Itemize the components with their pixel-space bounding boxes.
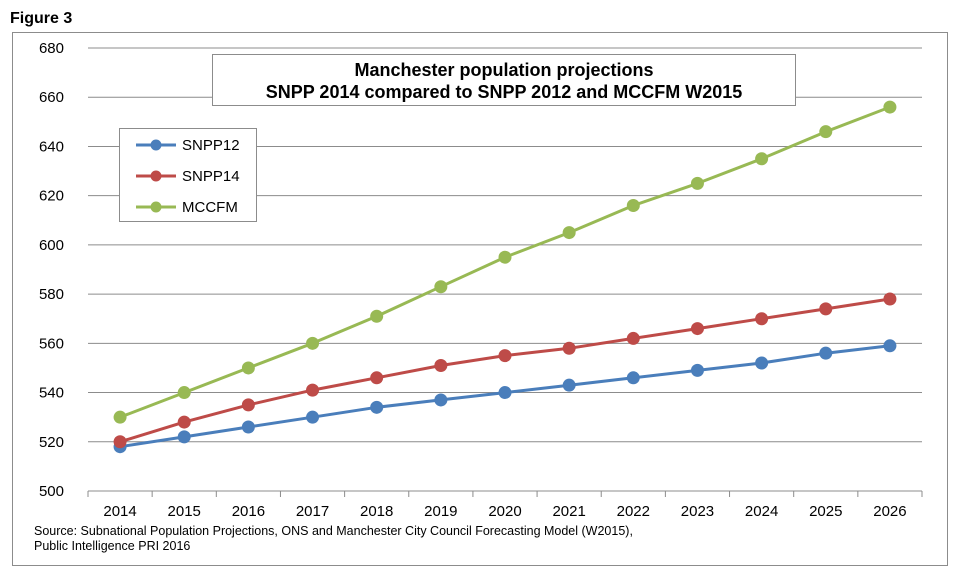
y-tick-label-580: 580: [39, 286, 64, 303]
x-tick-label-2019: 2019: [424, 503, 457, 520]
y-tick-label-640: 640: [39, 138, 64, 155]
data-point-snpp12-2019: [434, 393, 448, 407]
data-point-mccfm-2026: [883, 100, 897, 114]
data-point-snpp14-2024: [755, 312, 769, 326]
x-tick-label-2024: 2024: [745, 503, 778, 520]
x-tick-label-2016: 2016: [232, 503, 265, 520]
data-point-snpp14-2016: [241, 398, 255, 412]
data-point-snpp12-2015: [177, 430, 191, 444]
y-tick-label-600: 600: [39, 237, 64, 254]
legend-label-snpp14: SNPP14: [182, 167, 240, 185]
figure-label: Figure 3: [10, 10, 73, 27]
data-point-snpp14-2022: [626, 331, 640, 345]
chart-title-line-2: SNPP 2014 compared to SNPP 2012 and MCCF…: [265, 82, 743, 102]
y-tick-label-540: 540: [39, 385, 64, 402]
chart-frame: [12, 32, 948, 566]
data-point-snpp14-2017: [306, 383, 320, 397]
legend-item-mccfm: MCCFM: [134, 197, 238, 217]
y-tick-label-500: 500: [39, 483, 64, 500]
y-tick-label-520: 520: [39, 434, 64, 451]
data-point-mccfm-2014: [113, 410, 127, 424]
y-tick-label-660: 660: [39, 89, 64, 106]
data-point-mccfm-2019: [434, 280, 448, 294]
data-point-mccfm-2025: [819, 125, 833, 139]
data-point-mccfm-2024: [755, 152, 769, 166]
series-line-snpp14: [119, 297, 891, 444]
data-point-mccfm-2023: [690, 176, 704, 190]
x-tick-label-2014: 2014: [103, 503, 136, 520]
chart-title: Manchester population projections SNPP 2…: [212, 54, 796, 106]
data-point-snpp14-2026: [883, 292, 897, 306]
data-point-snpp14-2015: [177, 415, 191, 429]
x-tick-label-2020: 2020: [488, 503, 521, 520]
y-tick-label-620: 620: [39, 188, 64, 205]
data-point-mccfm-2022: [626, 199, 640, 213]
source-line-2: Public Intelligence PRI 2016: [34, 539, 191, 553]
series-points: [113, 100, 897, 454]
chart-title-line-1: Manchester population projections: [354, 60, 654, 80]
y-tick-label-680: 680: [39, 40, 64, 57]
data-point-mccfm-2018: [370, 309, 384, 323]
data-point-snpp14-2021: [562, 341, 576, 355]
data-point-snpp14-2014: [113, 435, 127, 449]
data-point-snpp14-2025: [819, 302, 833, 316]
data-point-mccfm-2015: [177, 386, 191, 400]
x-tick-label-2026: 2026: [873, 503, 906, 520]
data-point-snpp12-2016: [241, 420, 255, 434]
data-point-snpp14-2023: [690, 322, 704, 336]
gridlines: [88, 47, 922, 492]
data-point-mccfm-2021: [562, 226, 576, 240]
data-point-mccfm-2020: [498, 250, 512, 264]
legend-item-snpp12: SNPP12: [134, 135, 240, 155]
x-tick-label-2021: 2021: [552, 503, 585, 520]
data-point-snpp14-2019: [434, 358, 448, 372]
data-point-snpp12-2021: [562, 378, 576, 392]
x-tick-label-2025: 2025: [809, 503, 842, 520]
y-axis-tick-labels: 500 520 540 560 580 600 620 640 660 680: [39, 40, 64, 500]
data-point-mccfm-2016: [241, 361, 255, 375]
data-point-snpp12-2025: [819, 346, 833, 360]
legend-item-snpp14: SNPP14: [134, 166, 240, 186]
x-tick-label-2017: 2017: [296, 503, 329, 520]
x-axis-tick-labels: 2014 2015 2016 2017 2018 2019 2020 2021 2022 2023…: [103, 503, 906, 520]
legend-label-snpp12: SNPP12: [182, 136, 240, 154]
x-tick-label-2023: 2023: [681, 503, 714, 520]
x-axis: [87, 490, 923, 497]
chart-legend: SNPP12 SNPP14 MCCFM: [119, 128, 257, 222]
data-point-mccfm-2017: [306, 336, 320, 350]
data-point-snpp12-2020: [498, 386, 512, 400]
data-point-snpp12-2023: [690, 363, 704, 377]
data-point-snpp12-2022: [626, 371, 640, 385]
data-point-snpp14-2018: [370, 371, 384, 385]
y-tick-label-560: 560: [39, 335, 64, 352]
data-point-snpp12-2024: [755, 356, 769, 370]
data-point-snpp12-2018: [370, 400, 384, 414]
x-tick-label-2018: 2018: [360, 503, 393, 520]
data-point-snpp12-2026: [883, 339, 897, 353]
data-point-snpp14-2020: [498, 349, 512, 363]
legend-swatch-snpp12: [136, 139, 176, 151]
x-tick-label-2015: 2015: [168, 503, 201, 520]
legend-swatch-mccfm: [136, 201, 176, 213]
source-note: Source: Subnational Population Projectio…: [34, 524, 894, 554]
x-tick-label-2022: 2022: [617, 503, 650, 520]
legend-swatch-snpp14: [136, 170, 176, 182]
data-point-snpp12-2017: [306, 410, 320, 424]
legend-label-mccfm: MCCFM: [182, 198, 238, 216]
source-line-1: Source: Subnational Population Projectio…: [34, 524, 633, 538]
